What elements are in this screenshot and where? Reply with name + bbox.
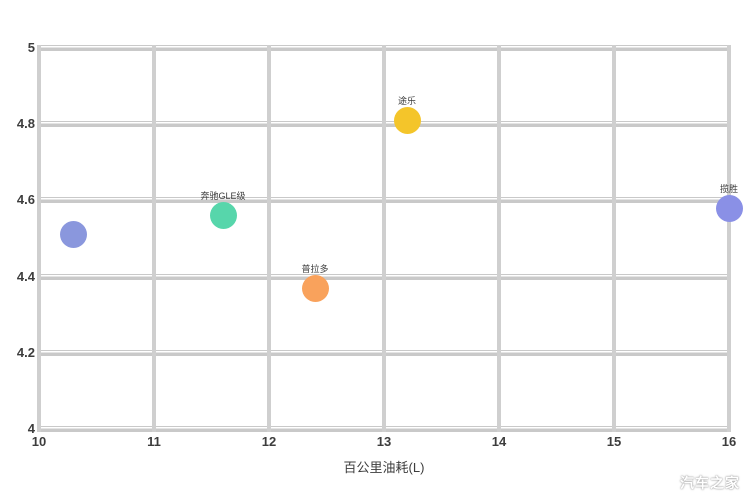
v-gridline bbox=[267, 45, 271, 432]
data-point bbox=[60, 221, 87, 249]
data-point-label: 奔驰GLE级 bbox=[200, 191, 246, 202]
v-gridline bbox=[497, 45, 501, 432]
watermark: 汽车之家 bbox=[680, 475, 740, 491]
v-gridline bbox=[727, 45, 731, 432]
data-point-label: 普拉多 bbox=[301, 263, 329, 274]
y-axis-tick-label: 4.4 bbox=[16, 268, 35, 284]
x-axis-tick-label: 12 bbox=[261, 434, 277, 449]
y-axis-tick-label: 4 bbox=[27, 421, 35, 436]
data-point-label: 揽胜 bbox=[719, 183, 738, 194]
data-point bbox=[715, 194, 743, 222]
v-gridline bbox=[382, 45, 386, 432]
y-axis-tick-label: 4.2 bbox=[16, 344, 35, 360]
y-axis-tick-label: 4.6 bbox=[16, 192, 35, 208]
v-gridline bbox=[152, 45, 156, 432]
x-axis-tick-label: 15 bbox=[606, 434, 622, 449]
data-point bbox=[209, 202, 237, 230]
v-gridline bbox=[37, 45, 41, 432]
x-axis-tick-label: 16 bbox=[721, 434, 737, 449]
y-axis-tick-label: 4.8 bbox=[16, 116, 35, 132]
y-axis-tick-label: 5 bbox=[27, 40, 35, 55]
x-axis-tick-label: 14 bbox=[491, 434, 507, 449]
x-axis-tick-label: 10 bbox=[31, 434, 47, 449]
data-point bbox=[393, 106, 421, 134]
v-gridline bbox=[612, 45, 616, 432]
x-axis-title: 百公里油耗(L) bbox=[343, 460, 425, 475]
x-axis-tick-label: 11 bbox=[147, 434, 161, 449]
data-point bbox=[301, 274, 329, 302]
data-point-label: 途乐 bbox=[397, 95, 416, 106]
x-axis-tick-label: 13 bbox=[376, 434, 392, 449]
